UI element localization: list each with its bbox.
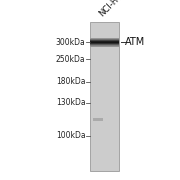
Text: ATM: ATM	[125, 37, 145, 47]
Bar	[90, 45, 119, 46]
Bar	[90, 42, 119, 43]
Bar	[90, 43, 119, 44]
Bar	[90, 39, 119, 40]
Bar	[90, 44, 119, 45]
Bar	[90, 38, 119, 39]
Bar	[90, 46, 119, 47]
Bar	[90, 41, 119, 42]
Bar	[90, 22, 119, 171]
Text: 250kDa: 250kDa	[56, 55, 86, 64]
Text: 180kDa: 180kDa	[56, 77, 86, 86]
Text: NCI-H460: NCI-H460	[97, 0, 132, 19]
Bar	[93, 118, 103, 121]
Text: 100kDa: 100kDa	[56, 131, 86, 140]
Bar	[90, 40, 119, 41]
Text: 300kDa: 300kDa	[56, 38, 86, 47]
Text: 130kDa: 130kDa	[56, 98, 86, 107]
